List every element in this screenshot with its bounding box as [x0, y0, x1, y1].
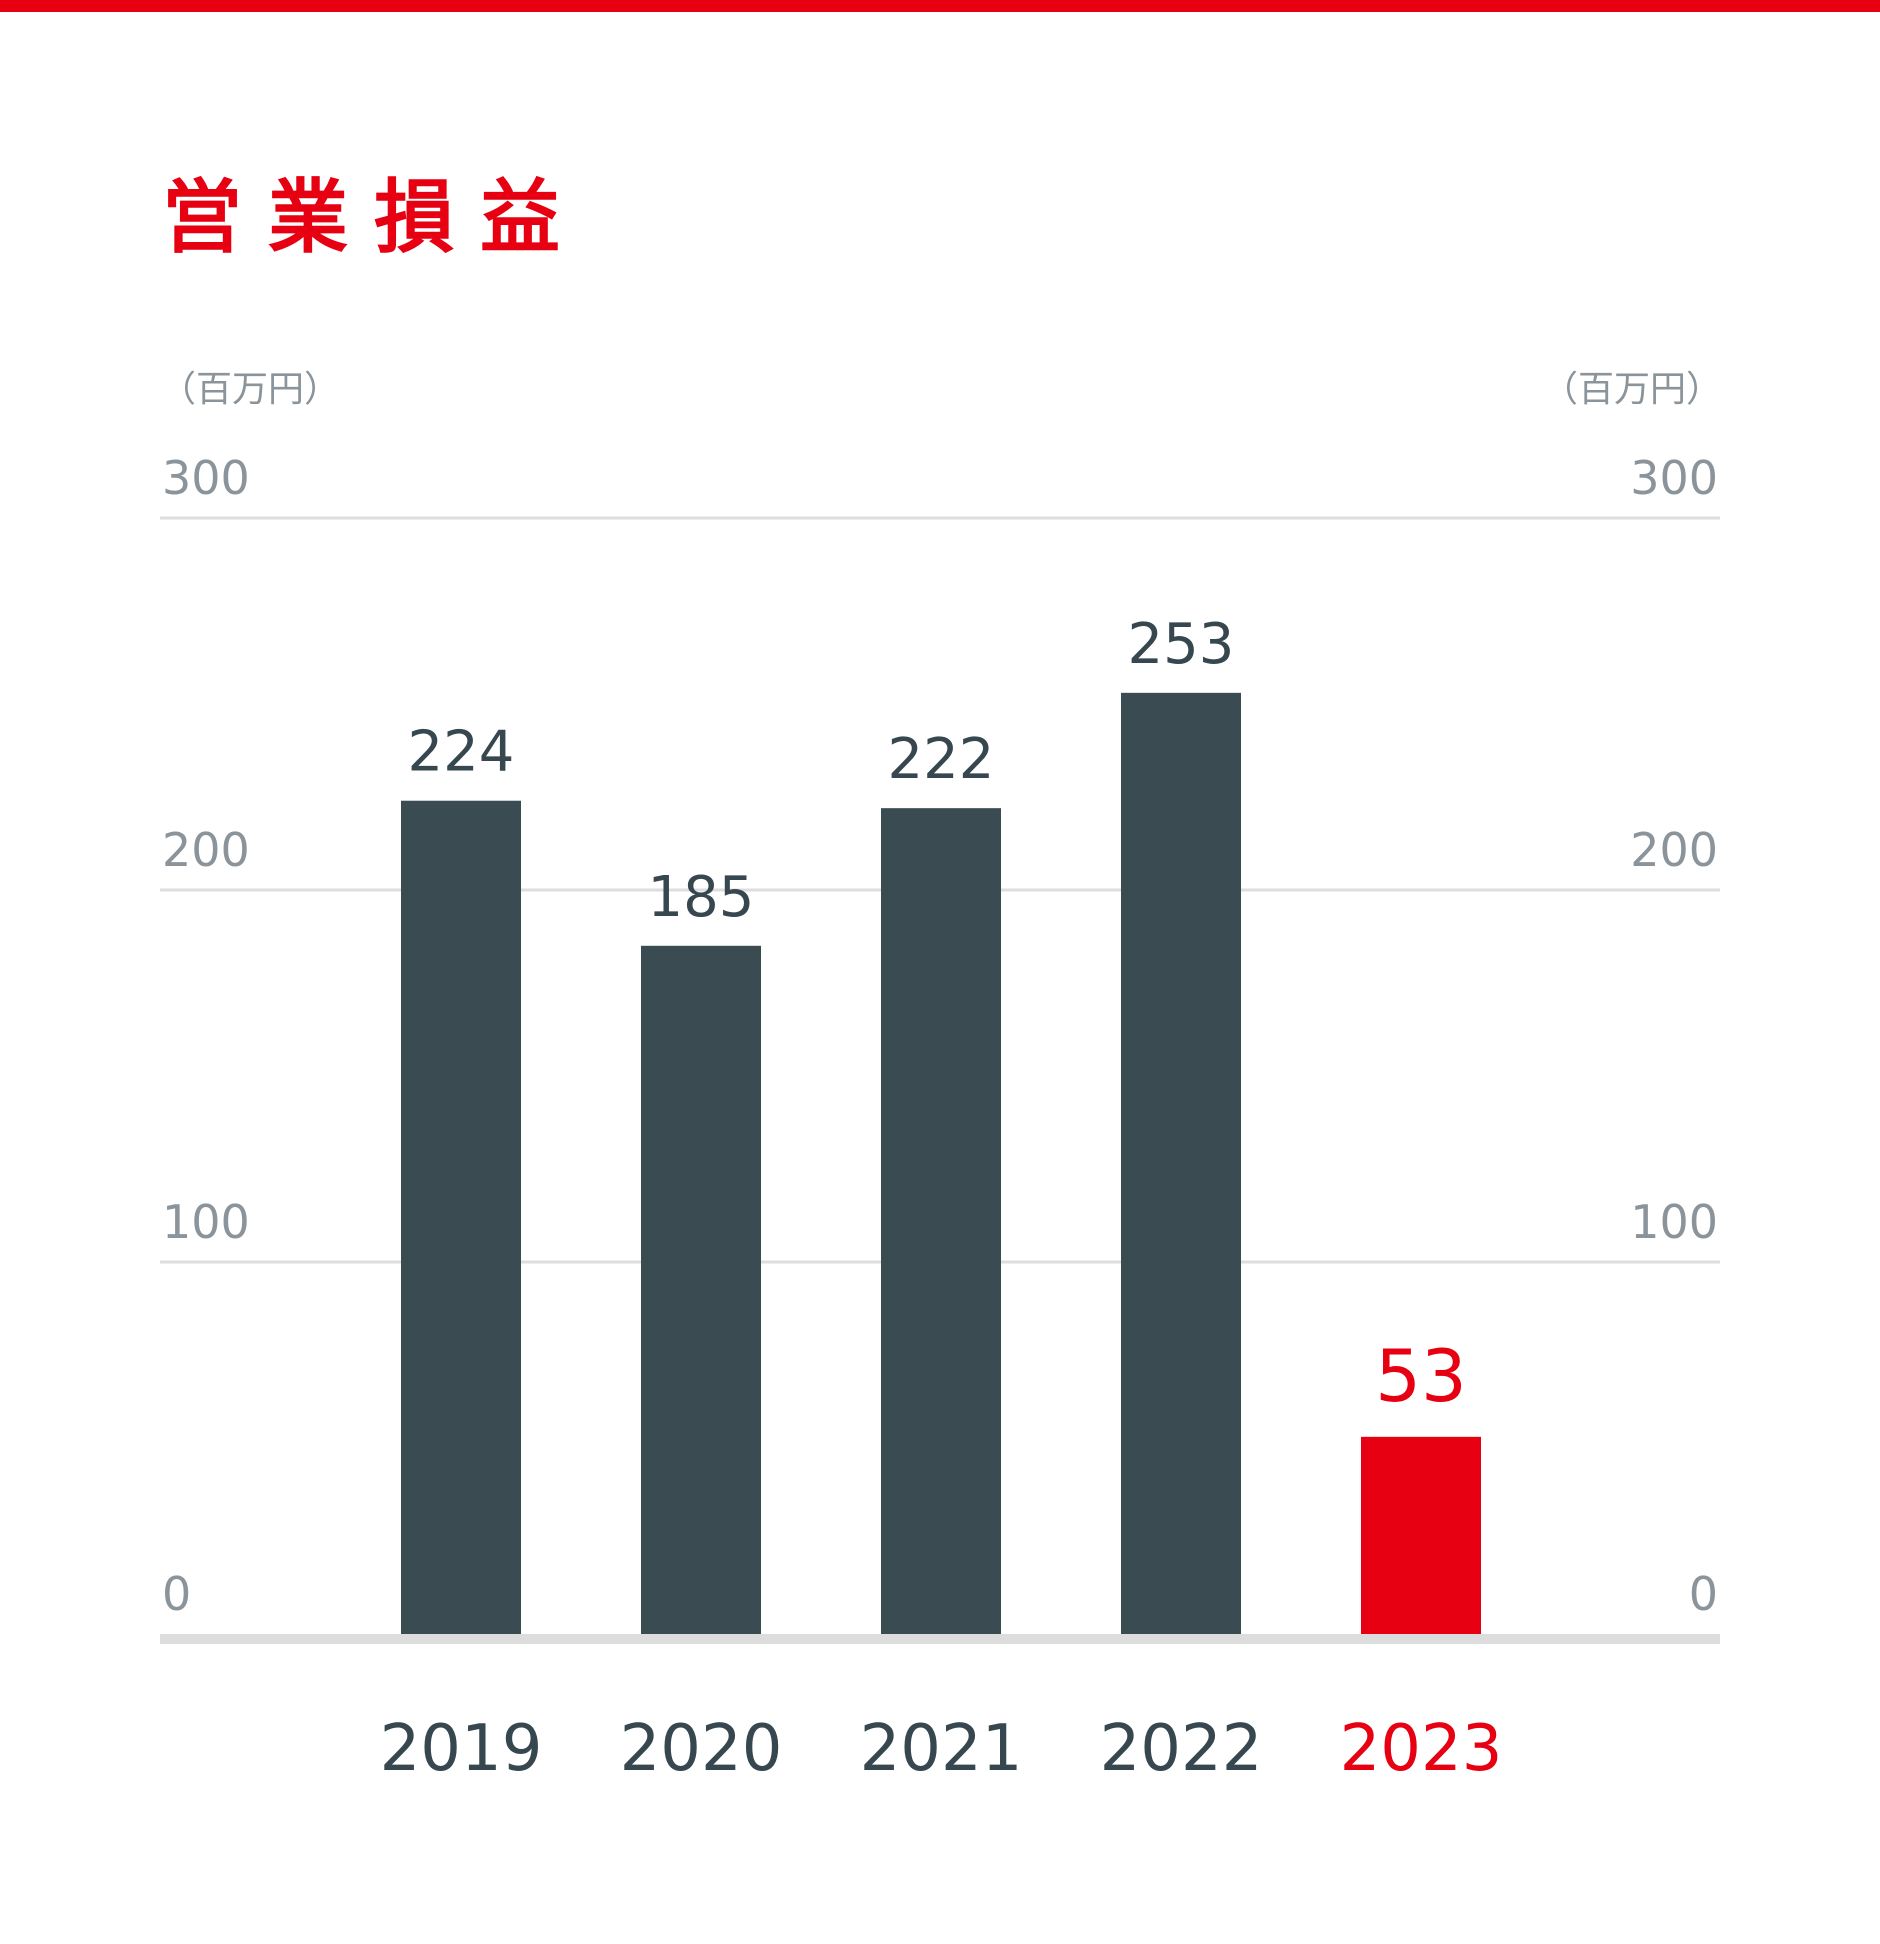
y-tick-label-left: 200	[162, 823, 250, 877]
x-category-label: 2019	[380, 1712, 543, 1786]
bar	[1361, 1436, 1481, 1634]
bar	[401, 800, 521, 1634]
x-category-label: 2021	[860, 1712, 1023, 1786]
y-tick-label-right: 200	[1630, 823, 1718, 877]
x-category-label: 2022	[1100, 1712, 1263, 1786]
y-tick-label-left: 300	[162, 451, 250, 505]
data-label: 53	[1375, 1334, 1467, 1418]
right-axis-unit: （百万円）	[1541, 369, 1722, 410]
y-tick-label-right: 300	[1630, 451, 1718, 505]
x-axis-baseline	[160, 1634, 1720, 1644]
chart-title: 営業損益	[162, 171, 586, 264]
top-accent-bar	[0, 0, 1880, 12]
bar	[881, 808, 1001, 1634]
bar	[1121, 692, 1241, 1634]
data-label: 222	[888, 727, 995, 792]
data-label: 185	[648, 865, 755, 930]
data-label: 253	[1128, 612, 1235, 677]
data-label: 224	[408, 720, 515, 785]
y-tick-label-right: 0	[1689, 1567, 1718, 1621]
x-category-label: 2023	[1340, 1712, 1503, 1786]
left-axis-unit: （百万円）	[160, 369, 341, 410]
x-category-label: 2020	[620, 1712, 783, 1786]
y-tick-label-left: 100	[162, 1195, 250, 1249]
bar	[641, 945, 761, 1634]
y-tick-label-right: 100	[1630, 1195, 1718, 1249]
y-tick-label-left: 0	[162, 1567, 191, 1621]
